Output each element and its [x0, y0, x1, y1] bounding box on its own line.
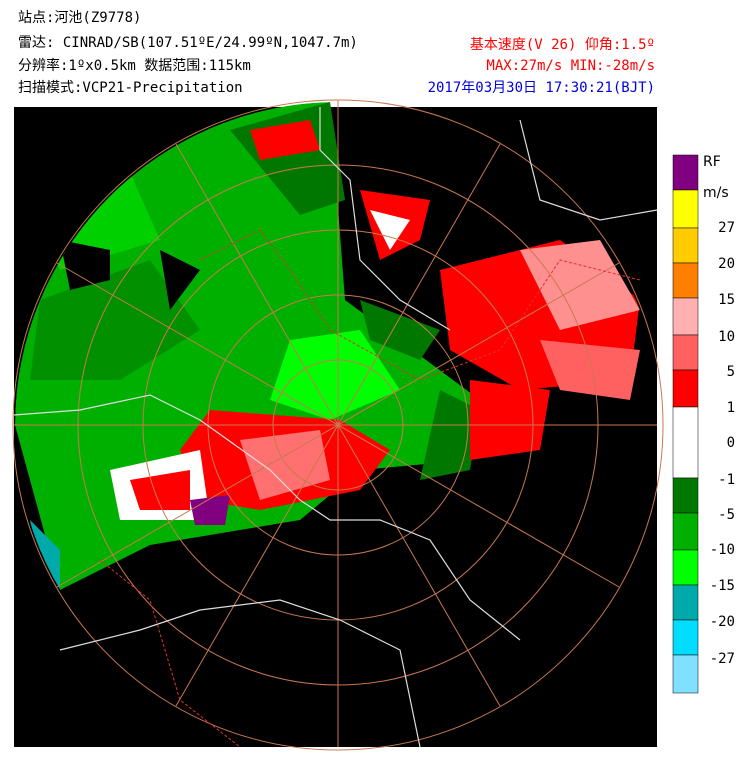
legend-label: 10: [718, 329, 735, 345]
resolution: 分辨率:1ºx0.5km 数据范围:115km: [18, 57, 251, 74]
legend-swatch: [672, 369, 699, 408]
radar-info: 雷达: CINRAD/SB(107.51ºE/24.99ºN,1047.7m): [18, 35, 358, 51]
product: 基本速度(V 26) 仰角:1.5º: [470, 36, 655, 53]
legend-swatch: [672, 654, 699, 694]
legend-swatch: [672, 334, 699, 371]
legend-swatch: [672, 619, 699, 656]
legend-swatch: [672, 297, 699, 336]
legend-swatch: [672, 549, 699, 586]
legend-swatch: [672, 154, 699, 191]
legend-label: 27: [718, 220, 735, 236]
station: 站点:河池(Z9778): [18, 10, 141, 26]
legend-swatch: [672, 512, 699, 551]
scan-mode: 扫描模式:VCP21-Precipitation: [18, 80, 243, 96]
value-range: MAX:27m/s MIN:-28m/s: [486, 58, 655, 74]
legend-label: 15: [718, 292, 735, 308]
legend-swatch: [672, 189, 699, 229]
time: 2017年03月30日 17:30:21(BJT): [428, 80, 655, 96]
legend-label: -10: [710, 542, 735, 558]
legend-label: m/s: [703, 185, 729, 201]
legend-label: -5: [718, 507, 735, 523]
legend-label: -27: [710, 651, 735, 667]
legend-swatch: [672, 406, 699, 479]
legend-label: 5: [727, 364, 735, 380]
legend-label: 1: [727, 400, 735, 416]
legend-swatch: [672, 262, 699, 299]
legend-label: 20: [718, 256, 735, 272]
legend-label: 0: [727, 435, 735, 451]
legend-swatch: [672, 477, 699, 514]
legend-swatch: [672, 227, 699, 264]
legend-swatch: [672, 584, 699, 621]
legend-label: -1: [718, 472, 735, 488]
radar-plot: [12, 99, 664, 751]
legend-label: -15: [710, 578, 735, 594]
legend-label: RF: [703, 154, 721, 170]
legend-label: -20: [710, 614, 735, 630]
